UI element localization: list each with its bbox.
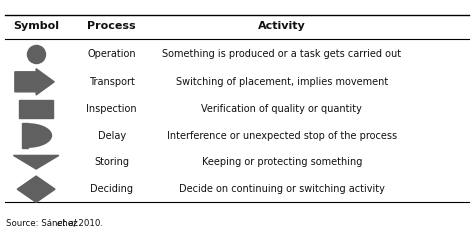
Text: Storing: Storing [94, 157, 129, 167]
Text: Activity: Activity [258, 21, 306, 31]
Text: Source: Sánchez: Source: Sánchez [6, 219, 81, 228]
Text: Switching of placement, implies movement: Switching of placement, implies movement [176, 77, 388, 87]
Bar [19, 100, 53, 118]
Text: , 2010.: , 2010. [73, 219, 103, 228]
Text: Keeping or protecting something: Keeping or protecting something [202, 157, 362, 167]
Text: Interference or unexpected stop of the process: Interference or unexpected stop of the p… [167, 131, 397, 140]
Text: et al.: et al. [57, 219, 79, 228]
Text: Decide on continuing or switching activity: Decide on continuing or switching activi… [179, 184, 385, 194]
Polygon shape [17, 176, 55, 202]
Text: Process: Process [87, 21, 136, 31]
Polygon shape [13, 156, 59, 169]
Text: Something is produced or a task gets carried out: Something is produced or a task gets car… [162, 49, 401, 59]
Text: Verification of quality or quantity: Verification of quality or quantity [201, 103, 362, 114]
Text: Operation: Operation [87, 49, 136, 59]
Text: Symbol: Symbol [13, 21, 59, 31]
Wedge shape [27, 123, 52, 148]
Polygon shape [15, 69, 54, 95]
Text: Deciding: Deciding [90, 184, 133, 194]
Text: Inspection: Inspection [86, 103, 137, 114]
Text: Transport: Transport [89, 77, 135, 87]
Text: Delay: Delay [98, 131, 126, 140]
Bar [22, 123, 27, 148]
